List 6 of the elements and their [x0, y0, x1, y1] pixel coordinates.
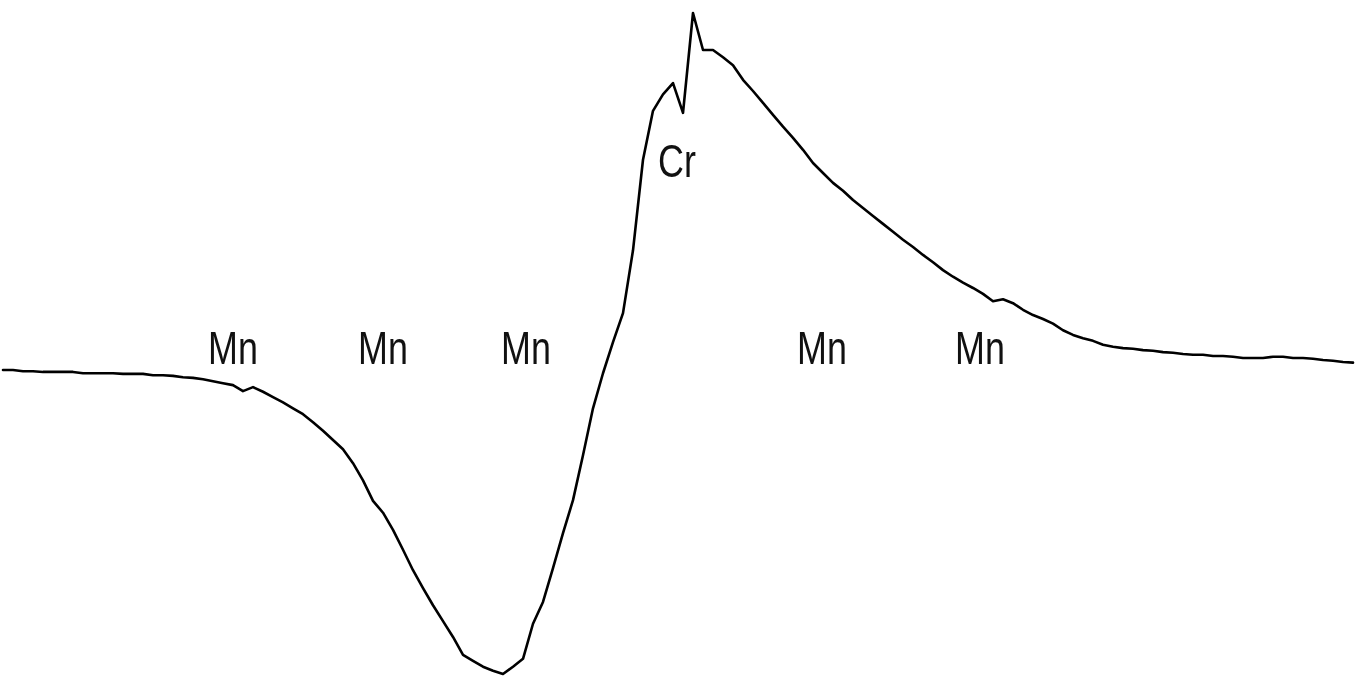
annotation: Cr: [658, 135, 697, 188]
annotation: Mn: [797, 322, 847, 375]
annotation: Mn: [208, 322, 258, 375]
annotation: Mn: [358, 322, 408, 375]
annotation: Mn: [501, 322, 551, 375]
annotation: Mn: [955, 322, 1005, 375]
